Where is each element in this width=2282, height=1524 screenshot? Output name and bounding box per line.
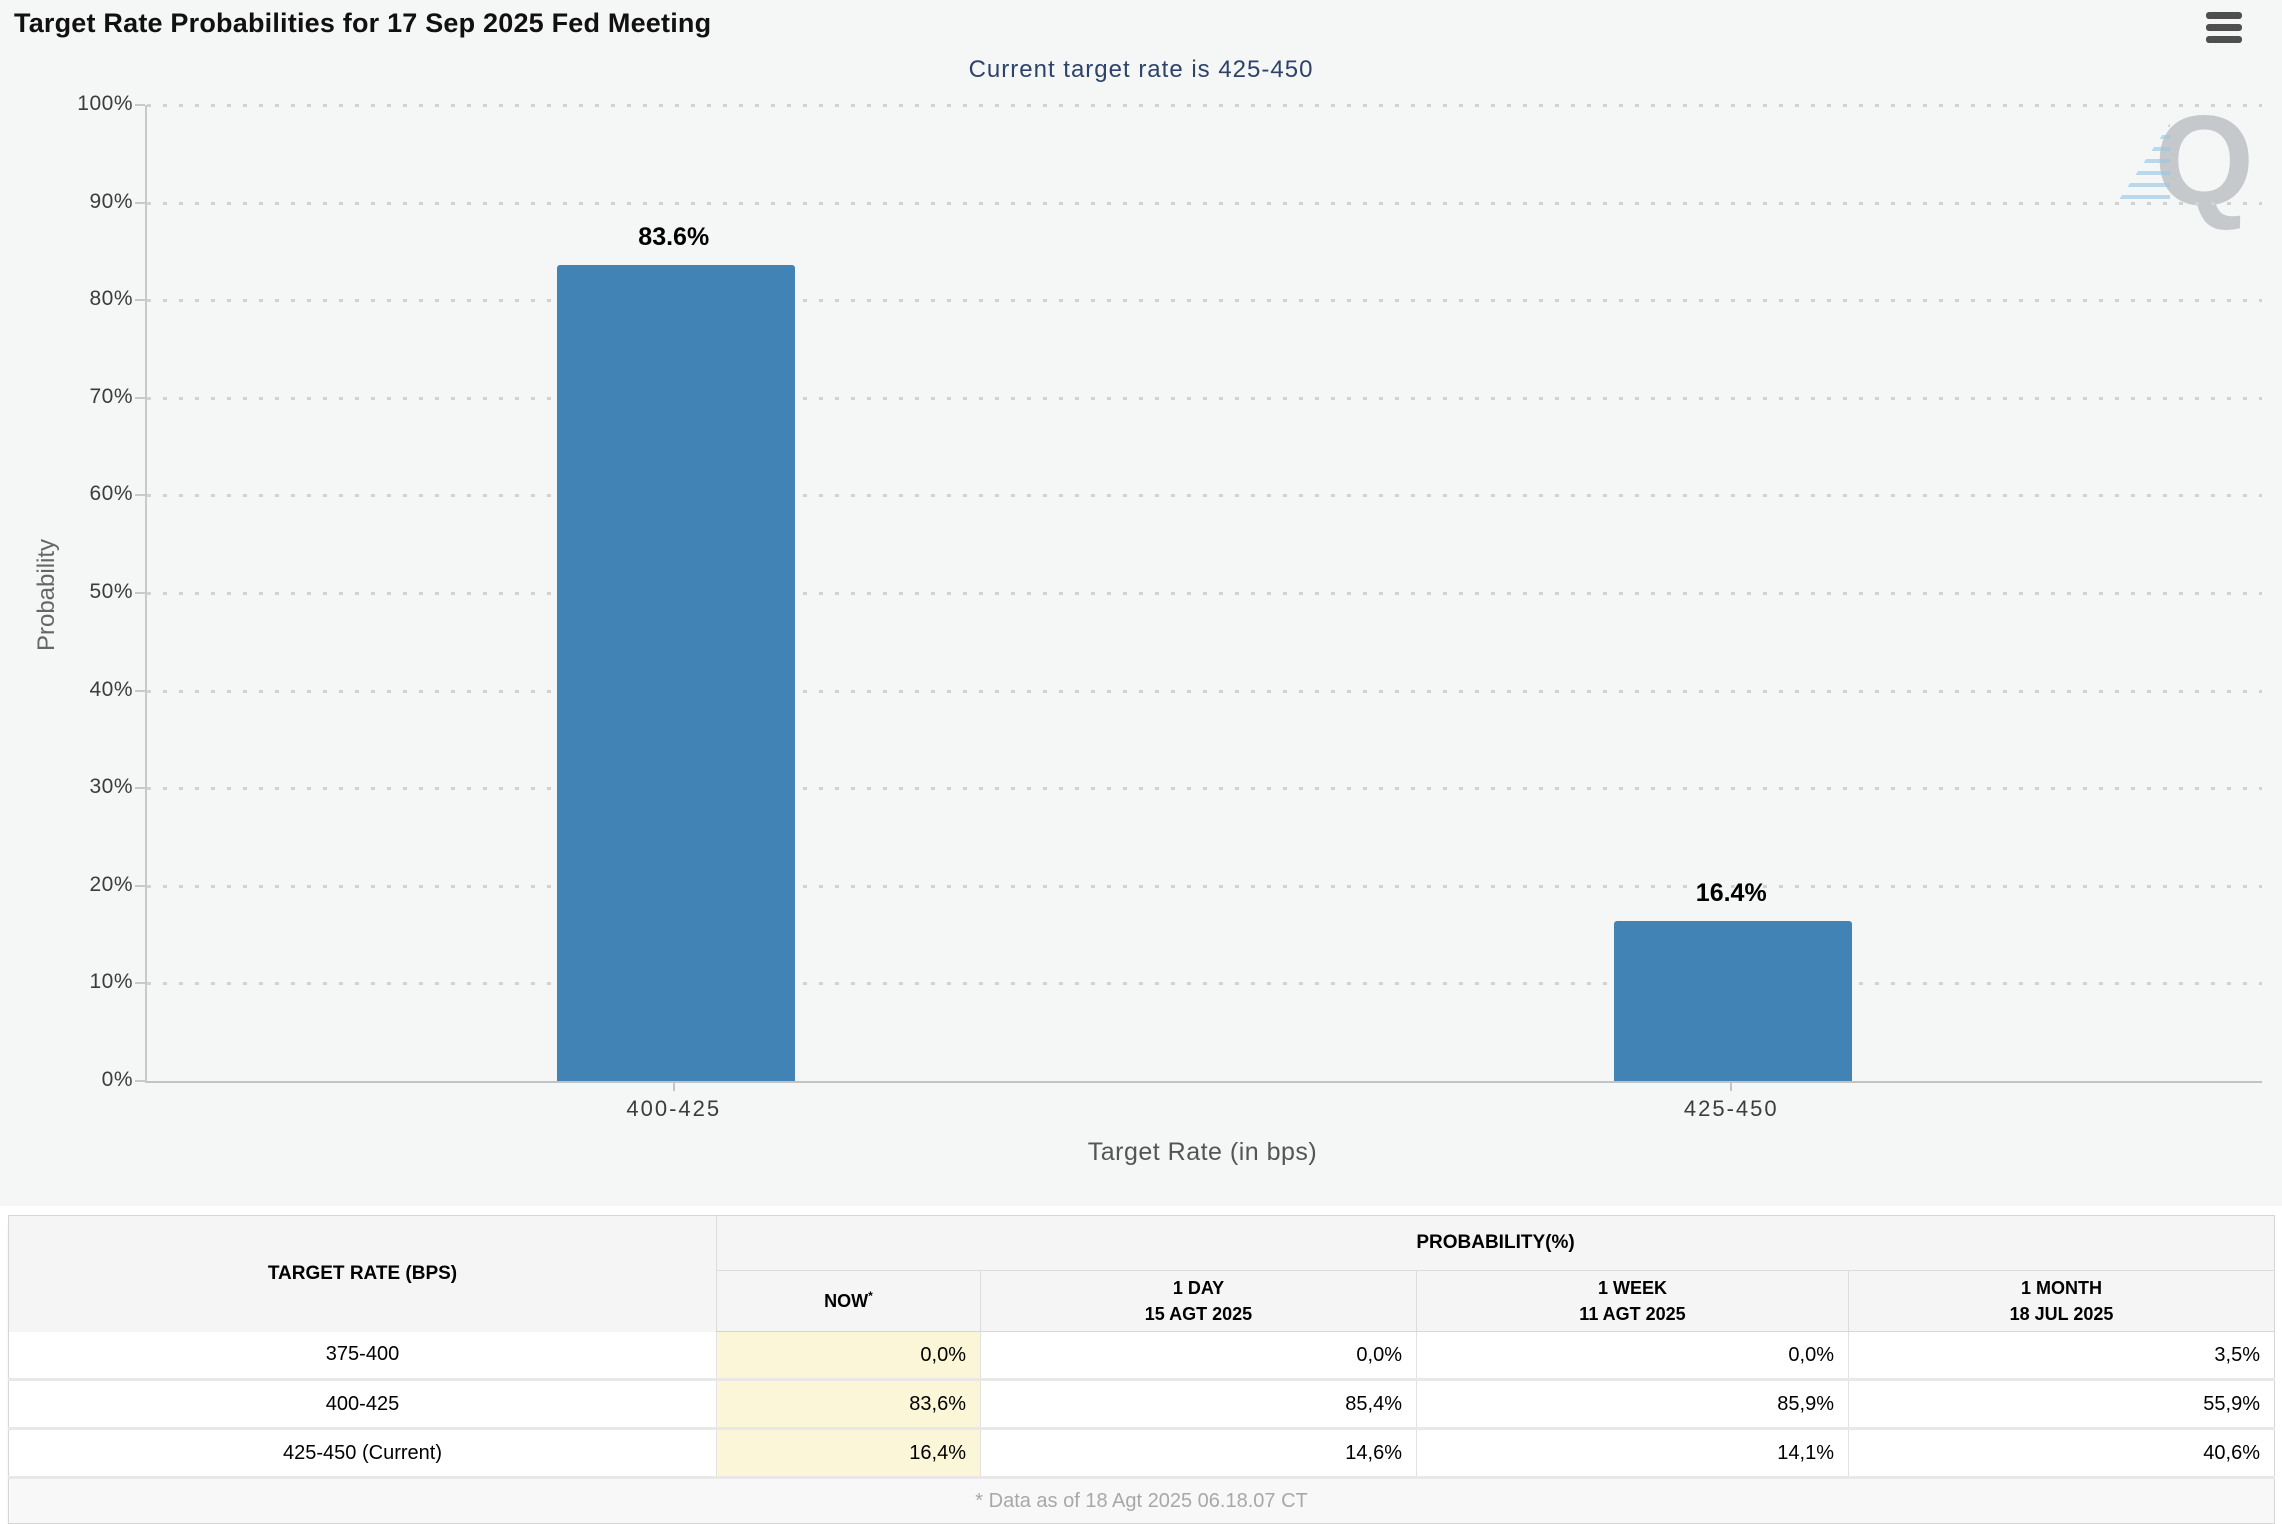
table-row: 425-450 (Current) 16,4% 14,6% 14,1% 40,6% — [8, 1427, 2275, 1478]
y-tick-60 — [135, 494, 145, 497]
y-tick-70 — [135, 396, 145, 399]
y-tick-100 — [135, 104, 145, 106]
probability-now-cell: 0,0% — [716, 1331, 981, 1380]
y-tick-10 — [135, 982, 145, 985]
y-tick-label-20: 20% — [89, 872, 133, 896]
probability-cell: 85,4% — [980, 1378, 1417, 1429]
y-tick-30 — [135, 787, 145, 790]
col-header-target-rate: TARGET RATE (BPS) — [8, 1215, 717, 1332]
col-header-1-month: 1 MONTH 18 JUL 2025 — [1847, 1270, 2275, 1332]
gridline-10 — [147, 982, 2262, 986]
chart-title: Target Rate Probabilities for 17 Sep 202… — [14, 8, 712, 38]
y-tick-label-90: 90% — [89, 189, 133, 213]
chart-subtitle: Current target rate is 425-450 — [968, 56, 1314, 83]
x-category-label-425-450: 425-450 — [1683, 1096, 1779, 1121]
gridline-100 — [147, 104, 2262, 107]
col-header-1-week: 1 WEEK 11 AGT 2025 — [1416, 1270, 1849, 1332]
probability-now-cell: 83,6% — [716, 1378, 981, 1429]
y-tick-label-10: 10% — [89, 970, 133, 994]
probability-cell: 55,9% — [1847, 1378, 2275, 1429]
hamburger-menu-icon — [2206, 12, 2242, 43]
rate-cell: 375-400 — [8, 1331, 717, 1380]
gridline-80 — [147, 299, 2262, 303]
probability-cell: 14,1% — [1416, 1427, 1849, 1478]
x-axis-title: Target Rate (in bps) — [1087, 1138, 1318, 1166]
y-tick-label-30: 30% — [89, 775, 133, 799]
y-tick-label-80: 80% — [89, 287, 133, 311]
probability-cell: 0,0% — [980, 1331, 1417, 1380]
probability-cell: 40,6% — [1847, 1427, 2275, 1478]
gridline-50 — [147, 592, 2262, 595]
y-tick-label-60: 60% — [89, 482, 133, 506]
y-tick-40 — [135, 689, 145, 692]
y-tick-label-100: 100% — [77, 92, 133, 115]
plot-area — [145, 104, 2262, 1083]
table-row: 375-400 0,0% 0,0% 0,0% 3,5% — [8, 1331, 2275, 1380]
probability-now-cell: 16,4% — [716, 1427, 981, 1478]
col-header-now: NOW* — [716, 1270, 981, 1332]
probability-cell: 0,0% — [1416, 1331, 1849, 1380]
gridline-20 — [147, 884, 2262, 888]
y-tick-0 — [135, 1080, 145, 1082]
probability-cell: 85,9% — [1416, 1378, 1849, 1429]
bar-value-label-400-425: 83.6% — [638, 223, 710, 252]
probability-table-wrap: TARGET RATE (BPS) PROBABILITY(%) NOW* 1 D… — [8, 1215, 2276, 1524]
rate-cell: 425-450 (Current) — [8, 1427, 717, 1478]
y-axis-title: Probability — [33, 538, 60, 652]
gridline-90 — [147, 201, 2262, 205]
bar-400-425[interactable] — [556, 265, 795, 1081]
bar-value-label-425-450: 16.4% — [1695, 878, 1767, 907]
gridline-30 — [147, 787, 2262, 791]
y-tick-label-70: 70% — [89, 384, 133, 408]
probability-table: TARGET RATE (BPS) PROBABILITY(%) NOW* 1 D… — [8, 1215, 2276, 1524]
y-tick-20 — [135, 884, 145, 887]
x-tick-400-425 — [672, 1081, 675, 1091]
chart-context-menu-button[interactable] — [2206, 12, 2246, 48]
rate-cell: 400-425 — [8, 1378, 717, 1429]
x-category-label-400-425: 400-425 — [626, 1096, 722, 1121]
y-tick-label-0: 0% — [101, 1068, 133, 1091]
x-tick-425-450 — [1730, 1081, 1733, 1091]
probability-cell: 14,6% — [980, 1427, 1417, 1478]
bar-425-450[interactable] — [1614, 920, 1853, 1081]
fedwatch-chart-panel: Target Rate Probabilities for 17 Sep 202… — [14, 8, 2262, 1166]
col-group-header-probability: PROBABILITY(%) — [715, 1215, 2275, 1271]
table-footnote: * Data as of 18 Agt 2025 06.18.07 CT — [8, 1476, 2275, 1524]
y-tick-label-40: 40% — [89, 677, 133, 701]
col-header-1-day: 1 DAY 15 AGT 2025 — [980, 1270, 1417, 1332]
probability-cell: 3,5% — [1847, 1331, 2275, 1380]
gridline-60 — [147, 494, 2262, 498]
y-tick-label-50: 50% — [89, 580, 133, 603]
y-tick-80 — [135, 299, 145, 302]
gridline-40 — [147, 689, 2262, 693]
table-row: 400-425 83,6% 85,4% 85,9% 55,9% — [8, 1378, 2275, 1429]
y-tick-50 — [135, 592, 145, 594]
gridline-70 — [147, 396, 2262, 400]
y-tick-90 — [135, 201, 145, 204]
